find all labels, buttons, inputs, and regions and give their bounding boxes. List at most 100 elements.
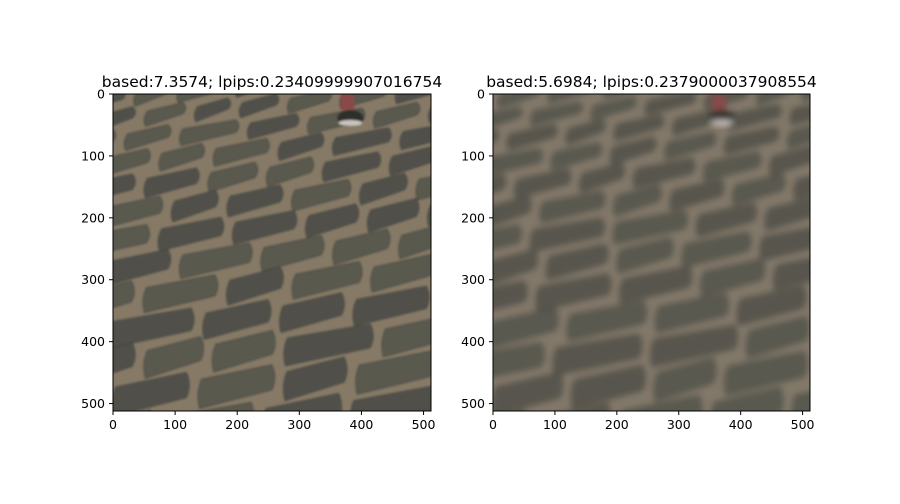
stone <box>398 226 431 260</box>
stone <box>381 318 431 358</box>
shoe-sole <box>338 120 363 126</box>
stone <box>493 128 499 143</box>
stone <box>793 176 810 201</box>
stone <box>113 148 151 174</box>
stone <box>493 371 564 411</box>
stone <box>547 94 584 104</box>
foot <box>337 94 364 126</box>
stone <box>815 279 877 319</box>
cobblestones <box>113 94 431 411</box>
stone <box>493 224 522 250</box>
stone <box>291 260 363 300</box>
stone <box>427 204 431 228</box>
axes-frame <box>112 93 432 412</box>
stone <box>283 356 348 402</box>
stone <box>552 333 643 377</box>
stone <box>238 94 280 119</box>
stone <box>732 173 786 207</box>
x-tick-label: 500 <box>791 417 815 432</box>
stone <box>650 324 738 368</box>
stone <box>142 274 219 314</box>
x-tick-label: 200 <box>225 417 249 432</box>
stone <box>123 124 172 151</box>
stone <box>226 266 284 306</box>
stone <box>207 161 259 193</box>
stone <box>695 202 757 238</box>
stone <box>158 142 205 172</box>
stone <box>773 258 810 291</box>
stone <box>415 176 431 201</box>
foot <box>708 94 735 126</box>
y-tick-label: 100 <box>461 148 485 163</box>
stone <box>612 210 688 245</box>
stone <box>764 198 810 232</box>
y-tick-label: 200 <box>461 210 485 225</box>
stone <box>265 156 315 188</box>
stone <box>394 94 431 105</box>
x-tick-label: 300 <box>287 417 311 432</box>
leg <box>711 94 726 110</box>
x-tick-label: 200 <box>605 417 629 432</box>
image-panel <box>493 94 888 411</box>
y-tick-label: 400 <box>461 334 485 349</box>
stone <box>199 401 254 411</box>
cobblestones <box>493 94 888 411</box>
stone <box>602 94 623 99</box>
stone <box>359 172 408 206</box>
stone <box>545 243 609 281</box>
stone <box>176 94 212 103</box>
stone <box>113 248 172 285</box>
stone <box>622 394 703 411</box>
y-tick-label: 500 <box>81 396 105 411</box>
stone <box>355 350 431 395</box>
stone <box>332 228 391 266</box>
stone <box>570 364 646 410</box>
stone <box>399 126 431 150</box>
stone <box>143 167 200 199</box>
axes-frame <box>492 93 811 412</box>
stone <box>352 285 430 327</box>
stone <box>493 106 523 127</box>
stone <box>529 217 605 253</box>
stone <box>613 114 665 142</box>
stone <box>332 127 392 157</box>
stone <box>264 392 342 411</box>
stone <box>179 119 240 146</box>
stone <box>493 280 528 311</box>
stone <box>724 351 808 396</box>
y-tick-label: 0 <box>477 87 485 102</box>
stone <box>791 391 810 411</box>
stone <box>681 231 752 268</box>
stone <box>193 97 232 123</box>
stone <box>143 102 187 127</box>
x-tick-label: 500 <box>412 417 436 432</box>
stone <box>202 299 272 340</box>
y-tick-label: 300 <box>81 272 105 287</box>
stone <box>565 118 606 146</box>
x-tick-label: 100 <box>163 417 187 432</box>
stone <box>569 402 611 411</box>
stone <box>493 342 545 378</box>
stone <box>613 184 662 217</box>
stone <box>493 248 538 284</box>
subplot-1: 0 100 200 300 400 500 0 100 200 300 400 500 based:7.… <box>81 73 442 432</box>
stone <box>632 157 696 189</box>
leg <box>340 94 355 110</box>
stone <box>113 106 136 126</box>
stone <box>506 124 558 151</box>
stone <box>373 101 421 129</box>
stone <box>769 146 810 177</box>
stone <box>493 307 559 348</box>
image-panel <box>113 94 431 411</box>
stone <box>669 178 725 212</box>
stone <box>113 94 126 103</box>
stone <box>817 310 888 352</box>
stone <box>550 141 603 171</box>
stone <box>711 386 784 411</box>
stone <box>801 94 810 102</box>
stone <box>113 224 150 251</box>
stone <box>170 189 219 223</box>
stone <box>539 190 606 224</box>
